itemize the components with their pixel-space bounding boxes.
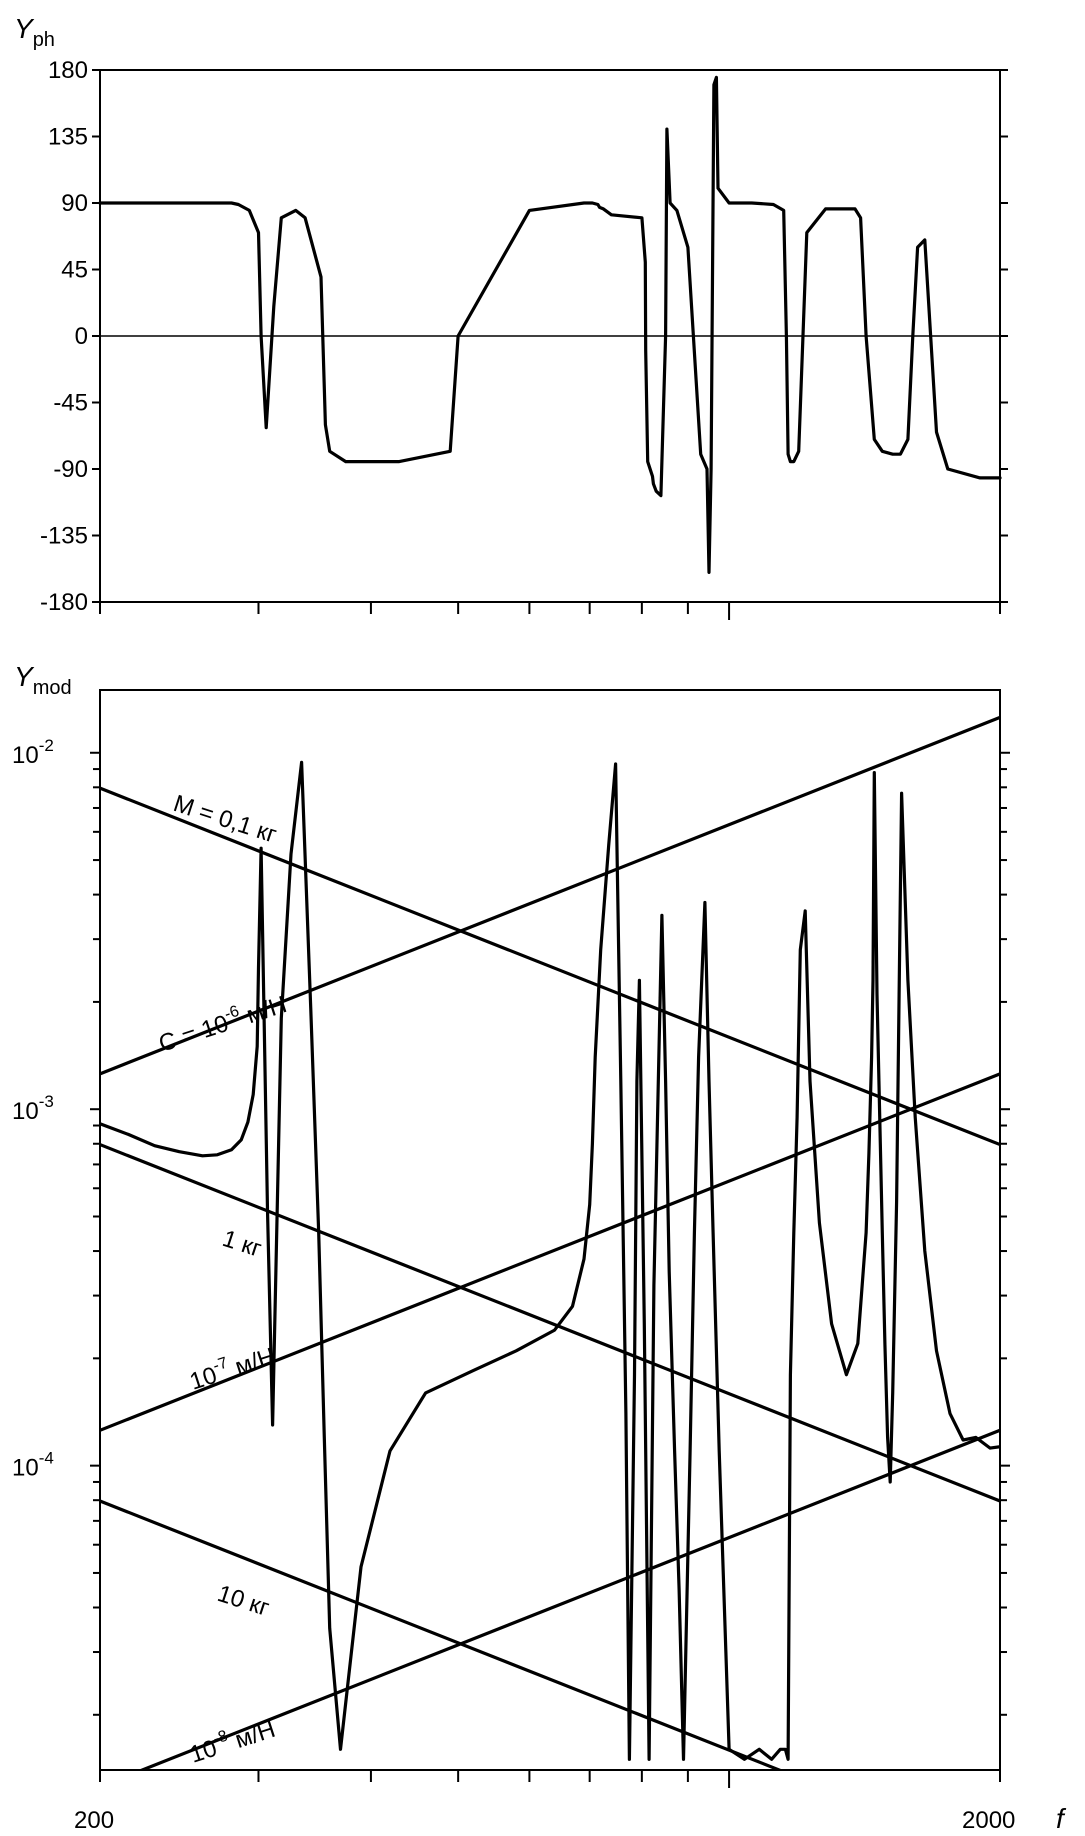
reference-line-mass	[100, 786, 1000, 1147]
modulus-y-tick-label: 10-2	[12, 736, 54, 769]
phase-chart-panel: Yph 180 135 90 45 0 -45 -90 -135 -180	[14, 13, 1008, 620]
ref-label-mass-1: 1 кг	[219, 1225, 265, 1263]
phase-y-tick-label: -135	[40, 523, 88, 550]
ref-label-compliance-1e-7: 10-7 м/Н	[186, 1340, 279, 1396]
modulus-chart-frame	[99, 689, 1001, 1771]
reference-line-compliance	[100, 1072, 1000, 1432]
modulus-y-tick-label: 10-4	[12, 1449, 54, 1482]
x-axis-title: f	[1056, 1803, 1067, 1834]
reference-lines	[100, 715, 1000, 1770]
modulus-chart-panel: Ymod 10-2 10-3 10-4 M = 0,1 кг 1 кг 10 кг …	[12, 661, 1067, 1834]
phase-y-tick-label: 90	[61, 190, 88, 217]
phase-y-tick-label: -45	[53, 390, 88, 417]
phase-axis-title: Yph	[14, 13, 55, 51]
modulus-axis-title: Ymod	[14, 661, 72, 699]
x-tick-label-end: 2000	[962, 1807, 1015, 1834]
modulus-y-tick-label: 10-3	[12, 1092, 54, 1125]
phase-y-tick-label: -180	[40, 589, 88, 616]
reference-line-mass	[100, 1143, 1000, 1503]
ref-label-mass-0-1: M = 0,1 кг	[170, 790, 280, 849]
reference-line-compliance	[100, 715, 1000, 1076]
modulus-y-ticks: 10-2 10-3 10-4	[12, 736, 1010, 1716]
modulus-x-ticks	[99, 1770, 1001, 1788]
phase-x-ticks	[99, 602, 1001, 620]
reference-line-mass	[100, 1499, 784, 1770]
phase-y-ticks: 180 135 90 45 0 -45 -90 -135 -180	[40, 57, 1008, 616]
phase-y-tick-label: 135	[48, 124, 88, 151]
phase-series-line	[98, 75, 1002, 574]
ref-label-mass-10: 10 кг	[214, 1580, 273, 1622]
ref-label-compliance-1e-8: 10-8 м/Н	[186, 1713, 279, 1769]
reference-line-labels: M = 0,1 кг 1 кг 10 кг C = 10-6 м/Н 10-7 …	[155, 790, 291, 1769]
phase-y-tick-label: 180	[48, 57, 88, 84]
phase-y-tick-label: 0	[75, 323, 88, 350]
phase-y-tick-label: 45	[61, 257, 88, 284]
reference-line-compliance	[137, 1428, 1000, 1770]
phase-y-tick-label: -90	[53, 456, 88, 483]
x-tick-label-start: 200	[74, 1807, 114, 1834]
ref-label-compliance-1e-6: C = 10-6 м/Н	[155, 988, 291, 1058]
modulus-series-line	[100, 760, 1000, 1761]
